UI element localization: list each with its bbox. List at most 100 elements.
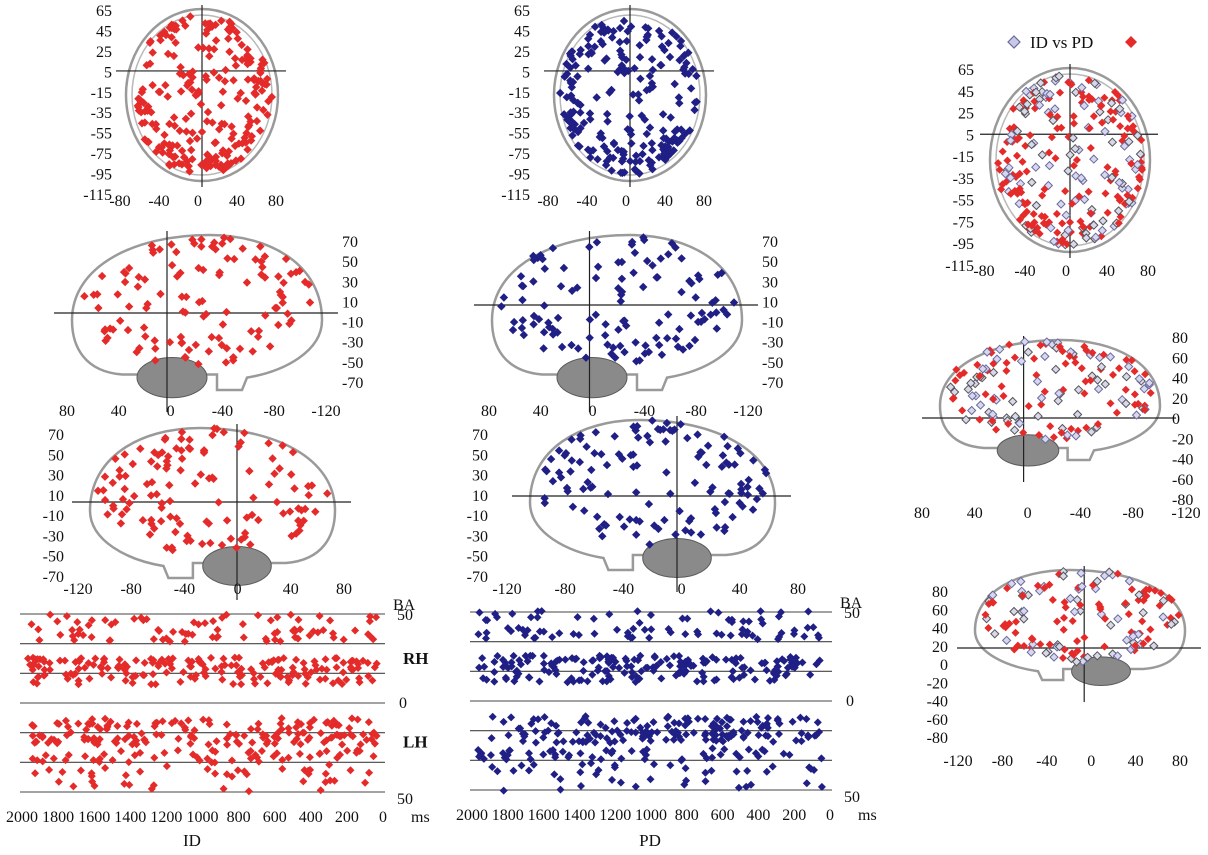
sagittal-x-tick-label: 0	[234, 581, 242, 598]
sagittal-data-point	[157, 503, 166, 512]
sagittal-y-tick-label: -50	[762, 355, 783, 372]
sagittal-data-point	[567, 340, 576, 350]
sagittal-data-point	[1092, 576, 1103, 587]
axial-data-point	[657, 61, 666, 70]
time-data-point	[87, 633, 96, 642]
sagittal-data-point	[198, 539, 207, 549]
time-data-point	[217, 668, 226, 676]
sagittal-data-point	[171, 527, 180, 537]
sagittal-x-tick-label: 40	[967, 505, 983, 522]
time-data-point	[288, 671, 297, 680]
axial-data-point	[148, 48, 157, 57]
axial-data-point	[1000, 168, 1011, 179]
time-data-point	[155, 627, 164, 635]
sagittal-data-point	[990, 629, 1000, 639]
axial-data-point	[144, 137, 153, 147]
sagittal-data-point	[1016, 356, 1027, 366]
axial-y-tick-label: -35	[953, 171, 974, 188]
axial-y-tick-label: -15	[953, 149, 974, 166]
sagittal-data-point	[1037, 400, 1046, 409]
sagittal-data-point	[1174, 611, 1183, 620]
sagittal-data-point	[191, 340, 200, 350]
time-data-point	[189, 750, 197, 759]
axial-data-point	[624, 66, 633, 76]
sagittal-y-tick-label: -10	[467, 508, 488, 525]
axial-y-tick-label: -15	[509, 85, 530, 102]
sagittal-data-point	[580, 506, 589, 515]
axial-data-point	[579, 118, 589, 128]
sagittal-data-point	[723, 442, 732, 451]
time-data-point	[100, 750, 109, 759]
sagittal-data-point	[124, 302, 134, 311]
time-data-point	[147, 680, 156, 689]
time-data-point	[186, 662, 195, 671]
time-data-point	[584, 718, 593, 727]
axial-data-point	[576, 108, 585, 117]
axial-data-point	[243, 59, 252, 69]
axial-data-point	[163, 92, 172, 101]
time-data-point	[590, 629, 599, 638]
time-data-point	[493, 613, 501, 622]
axial-data-point	[1037, 212, 1046, 221]
time-data-point	[137, 613, 146, 622]
sagittal-data-point	[648, 261, 657, 270]
time-data-point	[493, 652, 502, 660]
time-data-point	[87, 616, 96, 625]
sagittal-data-point	[690, 335, 700, 345]
sagittal-data-point	[176, 268, 185, 278]
time-data-point	[132, 656, 141, 665]
time-data-point	[710, 676, 719, 685]
time-data-point	[201, 619, 209, 628]
sagittal-data-point	[294, 504, 303, 513]
time-data-point	[474, 630, 483, 639]
sagittal-data-point	[626, 451, 635, 460]
sagittal-data-point	[1036, 393, 1047, 403]
axial-data-point	[258, 79, 267, 88]
time-data-point	[802, 715, 811, 723]
time-data-point	[205, 720, 214, 729]
axial-data-point	[160, 130, 169, 140]
time-data-point	[758, 745, 767, 754]
time-data-point	[31, 769, 40, 778]
sagittal-data-point	[967, 391, 978, 401]
sagittal-data-point	[246, 540, 255, 549]
sagittal-data-point	[121, 269, 130, 278]
axial-data-point	[657, 42, 667, 51]
time-data-point	[554, 728, 563, 737]
time-data-point	[149, 670, 157, 679]
axial-data-point	[675, 136, 684, 146]
time-data-point	[278, 755, 287, 764]
sagittal-data-point	[1124, 576, 1135, 586]
sagittal-data-point	[703, 441, 713, 450]
sagittal-data-point	[1127, 356, 1136, 365]
sagittal-data-point	[590, 449, 599, 458]
axial-data-point	[642, 35, 651, 45]
sagittal-data-point	[1061, 359, 1070, 368]
sagittal-data-point	[518, 316, 527, 325]
axial-y-tick-label: 45	[958, 84, 974, 101]
axial-data-point	[1054, 71, 1064, 81]
sagittal-data-point	[1030, 354, 1039, 363]
sagittal-data-point	[519, 330, 528, 340]
sagittal-data-point	[548, 330, 558, 339]
axial-data-point	[680, 63, 689, 72]
time-data-point	[304, 766, 313, 775]
sagittal-data-point	[1078, 656, 1088, 667]
time-data-point	[372, 613, 381, 622]
time-data-point	[574, 631, 583, 639]
time-data-point	[291, 633, 300, 642]
time-data-point	[812, 660, 821, 669]
axial-data-point	[596, 129, 605, 138]
time-data-point	[277, 714, 286, 723]
time-data-point	[732, 749, 741, 758]
time-data-point	[524, 673, 533, 682]
axial-data-point	[1119, 141, 1130, 151]
sagittal-data-point	[992, 354, 1002, 364]
axial-data-point	[233, 94, 242, 103]
axial-data-point	[145, 59, 155, 68]
time-data-point	[499, 655, 507, 664]
time-data-point	[372, 731, 381, 740]
sagittal-data-point	[1088, 348, 1097, 357]
sagittal-y-tick-label: 70	[472, 427, 488, 444]
